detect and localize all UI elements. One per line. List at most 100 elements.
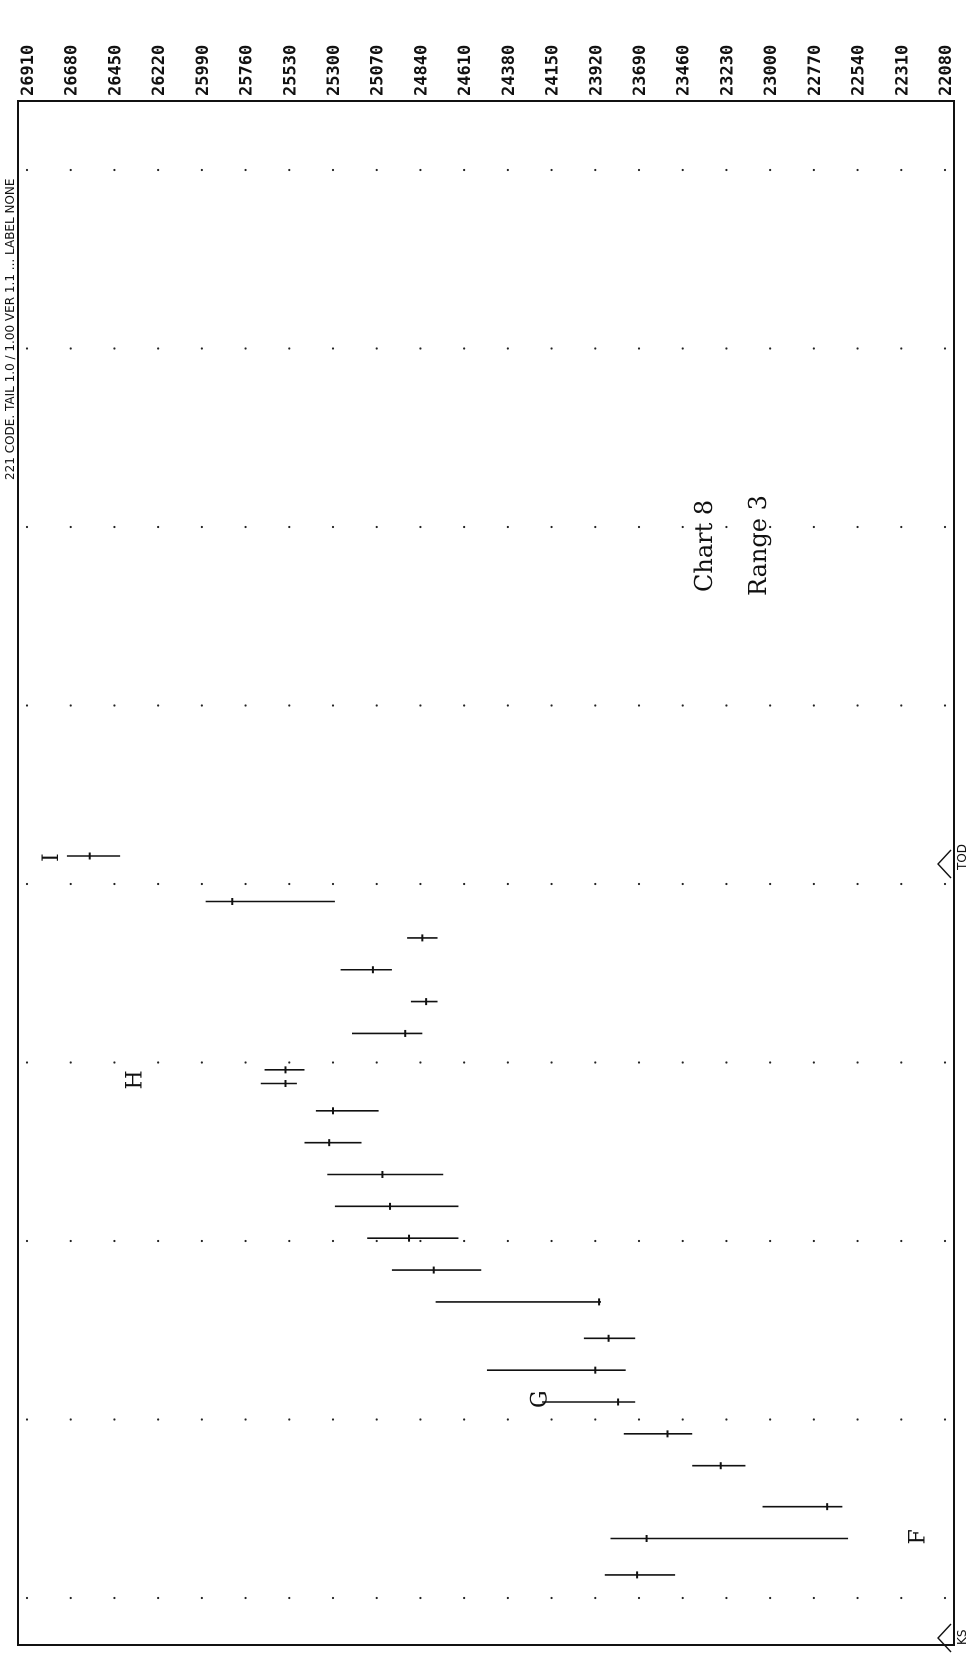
grid-dot: [856, 882, 859, 886]
grid-dot: [113, 1061, 116, 1064]
grid-dot: [200, 525, 203, 529]
grid-dot: [769, 704, 772, 707]
grid-dot: [900, 1239, 903, 1243]
axis-tick-label: 25530: [280, 45, 300, 96]
grid-dot: [419, 882, 422, 886]
grid-dot: [375, 704, 378, 707]
axis-tick-label: 23690: [630, 45, 650, 96]
grid-dot: [943, 1239, 947, 1243]
grid-dot: [856, 1061, 859, 1064]
grid-dot: [69, 525, 72, 529]
grid-dot: [200, 704, 203, 707]
grid-dot: [506, 347, 509, 350]
grid-dot: [375, 168, 378, 172]
grid-dot: [463, 882, 466, 886]
grid-dot: [25, 882, 29, 886]
grid-dot: [637, 704, 641, 707]
grid-dot: [637, 525, 641, 529]
bottom-marker-triangle: [937, 849, 952, 879]
grid-dot: [375, 1061, 378, 1064]
grid-dot: [25, 1418, 29, 1421]
grid-dot: [725, 1239, 728, 1243]
grid-dot: [69, 1418, 72, 1421]
grid-dot: [375, 882, 378, 886]
grid-dot: [637, 1061, 641, 1064]
grid-dot: [506, 1239, 509, 1243]
grid-dot: [900, 1061, 903, 1064]
grid-dot: [550, 1418, 553, 1421]
axis-tick-label: 22080: [936, 45, 956, 96]
grid-dot: [681, 347, 684, 350]
grid-dot: [419, 704, 422, 707]
top-header-text: 221 CODE. TAIL 1.0 / 1.00 VER 1.1 ... LA…: [3, 179, 17, 481]
grid-dot: [506, 882, 509, 886]
grid-dot: [856, 347, 859, 350]
grid-dot: [113, 168, 116, 172]
grid-dot: [157, 704, 160, 707]
grid-dot: [681, 1418, 684, 1421]
plot-frame: [17, 100, 955, 1646]
grid-dot: [244, 525, 247, 529]
grid-dot: [200, 1061, 203, 1064]
grid-dot: [725, 168, 728, 172]
grid-dot: [725, 882, 728, 886]
grid-dot: [506, 1418, 509, 1421]
grid-dot: [113, 1239, 116, 1243]
grid-dot: [550, 882, 553, 886]
chart-annotation: Chart 8: [690, 500, 718, 592]
grid-dot: [943, 347, 947, 350]
axis-tick-label: 24610: [455, 45, 475, 96]
axis-tick-label: 24840: [411, 45, 431, 96]
axis-tick-labels: 26910 26680 26450 26220 25990 25760 25530 25300…: [18, 45, 956, 96]
grid-dot: [900, 882, 903, 886]
grid-dot: [637, 1596, 641, 1600]
grid-dot: [725, 1061, 728, 1064]
grid-dot: [419, 347, 422, 350]
grid-dot: [506, 168, 509, 172]
grid-dot: [637, 168, 641, 172]
grid-dot: [681, 1239, 684, 1243]
grid-dot: [637, 347, 641, 350]
grid-dot: [288, 704, 291, 707]
grid-dot: [769, 1418, 772, 1421]
grid-dot: [113, 347, 116, 350]
group-label: F: [905, 1529, 930, 1544]
grid-dot: [331, 525, 335, 529]
grid-dot: [463, 704, 466, 707]
grid-dot: [69, 882, 72, 886]
grid-dot: [725, 1596, 728, 1600]
axis-tick-label: 26220: [149, 45, 169, 96]
grid-dot: [506, 1596, 509, 1600]
grid-dot: [637, 882, 641, 886]
grid-dot: [331, 347, 335, 350]
grid-dot: [594, 168, 597, 172]
grid-dot: [288, 1061, 291, 1064]
axis-tick-label: 25070: [368, 45, 388, 96]
grid-dot: [681, 525, 684, 529]
grid-dot: [244, 1061, 247, 1064]
dotted-grid: [25, 168, 947, 1600]
grid-dot: [463, 525, 466, 529]
axis-tick-label: 22540: [849, 45, 869, 96]
grid-dot: [856, 1239, 859, 1243]
grid-dot: [769, 525, 772, 529]
grid-dot: [943, 168, 947, 172]
grid-dot: [550, 704, 553, 707]
grid-dot: [25, 525, 29, 529]
grid-dot: [769, 1239, 772, 1243]
grid-dot: [812, 1239, 815, 1243]
grid-dot: [943, 882, 947, 886]
grid-dot: [812, 882, 815, 886]
grid-dot: [769, 1596, 772, 1600]
grid-dot: [113, 525, 116, 529]
grid-dot: [419, 168, 422, 172]
grid-dot: [463, 347, 466, 350]
axis-tick-label: 22310: [892, 45, 912, 96]
grid-dot: [200, 882, 203, 886]
grid-dot: [69, 168, 72, 172]
grid-dot: [900, 1596, 903, 1600]
grid-dot: [856, 168, 859, 172]
grid-dot: [725, 525, 728, 529]
grid-dot: [943, 704, 947, 707]
range-segments: [66, 852, 849, 1579]
